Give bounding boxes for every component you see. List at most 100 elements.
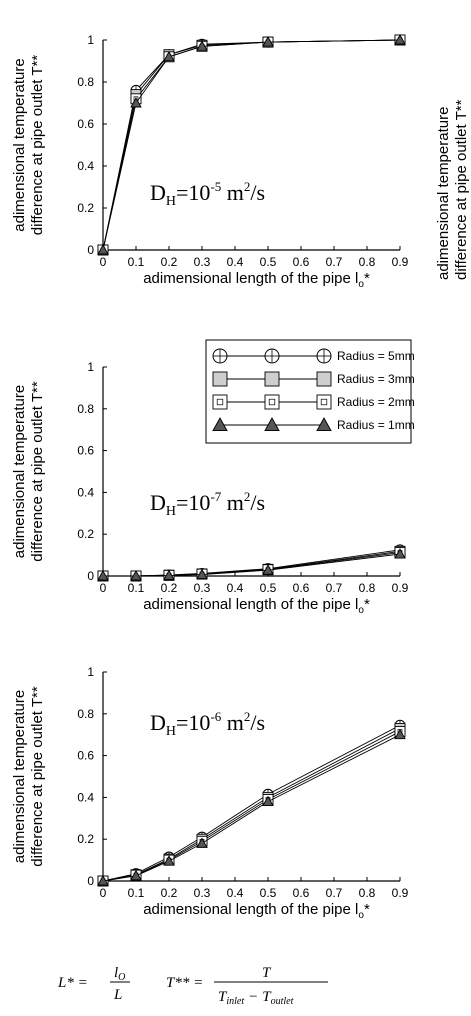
legend-marker [264,417,280,432]
legend-marker [264,371,280,387]
x-axis-title: adimensional length of the pipe lo* [143,901,370,921]
x-tick-label: 0.9 [392,886,409,900]
legend-entry-1: Radius = 5mm [212,348,415,364]
legend: Radius = 5mm Radius = 3mm Radius = 2mm Radi… [205,339,415,444]
y-tick-label: 1 [87,33,94,47]
series-line [102,39,401,251]
x-tick-label: 0.8 [359,886,376,900]
series-3 [97,726,406,887]
y-axis-title-line1: adimensional temperature [11,690,28,863]
series-line [102,724,401,882]
y-axis-title-line2: difference at pipe outlet T** [29,55,46,236]
right-edge-ylabel-line1: adimensional temperature [435,107,452,280]
y-tick-label: 0.4 [77,485,94,499]
diffusivity-annotation: DH=10-5 m2/s [150,179,265,209]
data-point [196,568,208,579]
legend-label: Radius = 3mm [337,372,415,386]
formula-l-numerator-sub: O [118,972,125,983]
data-point [97,875,109,886]
data-point [394,728,406,740]
x-tick-label: 0.5 [260,255,277,269]
x-tick-label: 0.6 [293,581,310,595]
y-tick-label: 0.6 [77,117,94,131]
data-point [394,34,406,45]
formula-t-inlet-sub: inlet [226,996,244,1007]
legend-marker [316,417,332,432]
y-axis-title-line1: adimensional temperature [11,58,28,231]
legend-marker [212,394,228,410]
y-tick-label: 0.2 [77,527,94,541]
y-tick-label: 0.2 [77,201,94,215]
x-tick-label: 0.6 [293,886,310,900]
formula-t-lhs: T** = [166,975,203,991]
series-line [102,39,401,251]
charts-group: 0 0.1 0.2 0.3 0.4 0.5 0.6 0.7 0.8 0.9 0 0.2 0.4 0.6 0.… [11,33,415,921]
legend-marker [264,348,280,364]
formula-t-numerator: T [262,965,272,981]
diffusivity-annotation: DH=10-7 m2/s [150,489,265,519]
x-tick-label: 0.4 [227,581,244,595]
y-tick-label: 0.8 [77,75,94,89]
x-tick-label: 0.2 [161,255,178,269]
legend-marker [212,417,228,432]
series-4 [97,548,406,581]
y-tick-label: 0 [87,874,94,888]
legend-label: Radius = 5mm [337,349,415,363]
y-tick-label: 1 [87,360,94,374]
y-tick-label: 1 [87,665,94,679]
y-tick-label: 0.6 [77,444,94,458]
data-point [196,40,208,51]
y-tick-label: 0.8 [77,402,94,416]
x-axis-title: adimensional length of the pipe lo* [143,596,370,616]
series-1 [97,34,406,256]
series-line [102,39,401,251]
x-tick-label: 0.3 [194,255,211,269]
right-edge-ylabel: adimensional temperature difference at p… [435,99,470,280]
y-tick-label: 0.4 [77,790,94,804]
formula-block: L* = lO L T** = T Tinlet − Toutlet [57,965,328,1007]
formula-t-outlet-sub: outlet [271,996,294,1007]
chart-panel-3: 0 0.1 0.2 0.3 0.4 0.5 0.6 0.7 0.8 0.9 0 0.2 0.4 0.6 0.… [11,665,409,921]
x-tick-label: 0.2 [161,886,178,900]
legend-entry-2: Radius = 3mm [212,371,415,387]
series-4 [97,728,406,886]
data-point [262,795,274,807]
formula-l-numerator: lO [114,965,125,983]
series-4 [97,34,406,255]
x-tick-label: 0.7 [326,581,343,595]
chart-panel-2: 0 0.1 0.2 0.3 0.4 0.5 0.6 0.7 0.8 0.9 0 0.2 0.4 0.6 0.… [11,339,415,616]
chart-panel-1: 0 0.1 0.2 0.3 0.4 0.5 0.6 0.7 0.8 0.9 0 0.2 0.4 0.6 0.… [11,33,409,290]
x-tick-label: 0 [100,581,107,595]
legend-entry-3: Radius = 2mm [212,394,415,410]
x-tick-label: 0.4 [227,255,244,269]
formula-l-denominator: L [113,987,122,1003]
y-tick-label: 0.6 [77,749,94,763]
series-line [103,550,401,577]
y-axis-title-line2: difference at pipe outlet T** [29,686,46,867]
x-tick-label: 0 [100,255,107,269]
data-point [130,97,142,108]
x-tick-label: 0.5 [260,886,277,900]
data-point [196,837,208,848]
x-tick-label: 0.1 [128,581,145,595]
data-point [262,564,274,575]
diffusivity-annotation: DH=10-6 m2/s [150,709,265,739]
legend-entry-4: Radius = 1mm [212,417,415,432]
formula-l-lhs: L* = [57,975,88,991]
legend-marker [212,348,228,364]
y-axis-title-line1: adimensional temperature [11,385,28,558]
legend-marker [212,371,228,387]
formula-t-denominator: Tinlet − Toutlet [218,989,294,1007]
series-1 [97,719,406,887]
y-tick-label: 0.8 [77,707,94,721]
y-tick-label: 0 [87,243,94,257]
series-line [102,734,401,882]
x-tick-label: 0.6 [293,255,310,269]
x-tick-label: 0.7 [326,255,343,269]
x-tick-label: 0.7 [326,886,343,900]
data-point [130,869,142,881]
y-tick-label: 0.2 [77,832,94,846]
right-edge-ylabel-line2: difference at pipe outlet T** [453,99,470,280]
y-axis-title-line2: difference at pipe outlet T** [29,381,46,562]
series-line [102,39,401,251]
